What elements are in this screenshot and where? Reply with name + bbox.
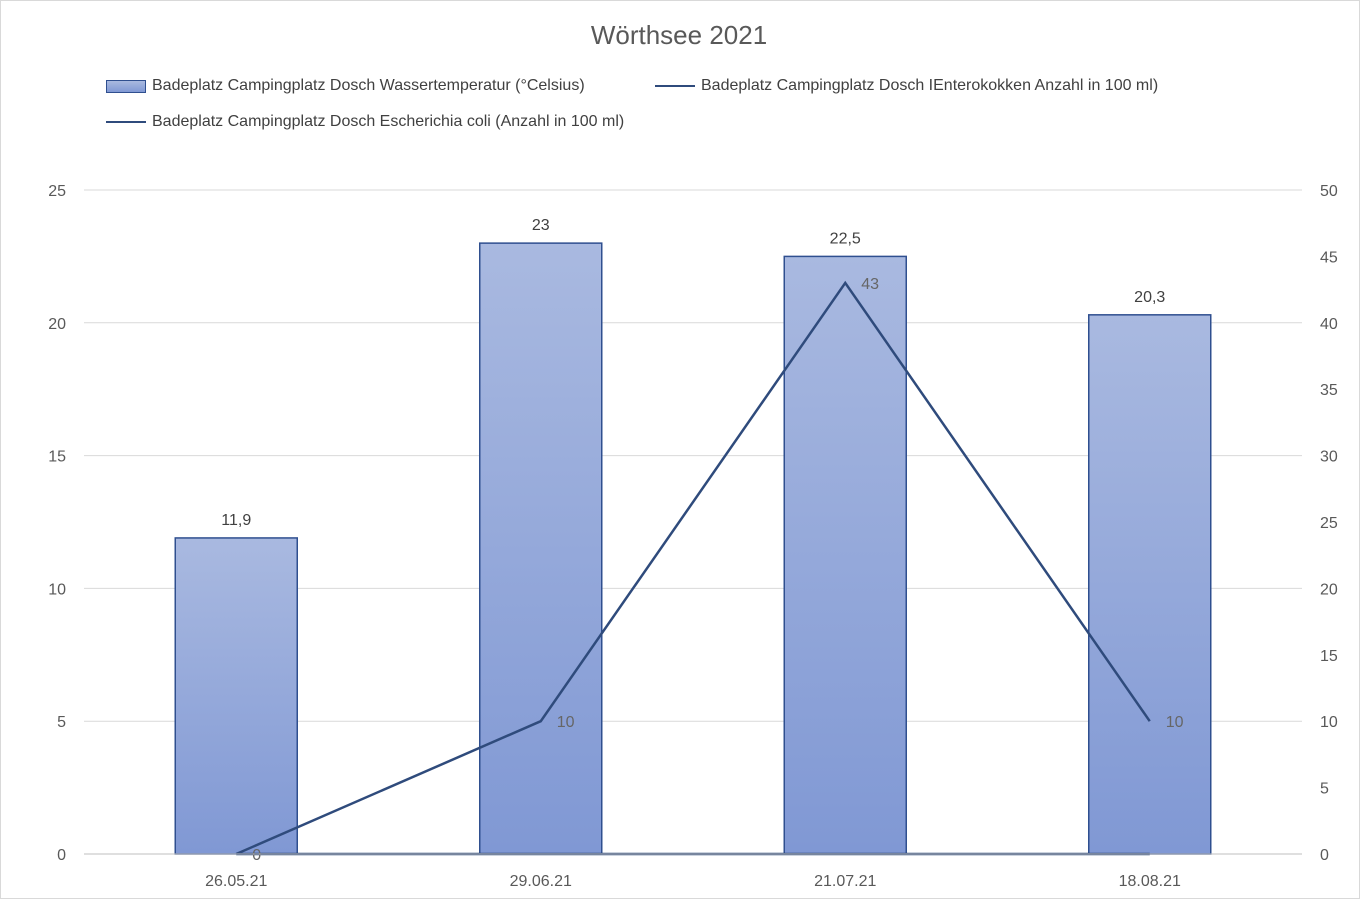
x-tick-label: 18.08.21 bbox=[1119, 873, 1181, 890]
bars bbox=[174, 242, 1212, 855]
y-left-tick-label: 0 bbox=[57, 847, 66, 864]
y-left-tick-label: 15 bbox=[48, 449, 66, 466]
legend-item-ecoli: Badeplatz Campingplatz Dosch Escherichia… bbox=[106, 111, 624, 133]
bar bbox=[174, 537, 298, 855]
y-right-tick-label: 15 bbox=[1320, 648, 1338, 665]
legend-label-enterokokken: Badeplatz Campingplatz Dosch IEnterokokk… bbox=[701, 77, 1159, 94]
legend-swatch-line bbox=[106, 121, 146, 123]
y-left-tick-label: 10 bbox=[48, 581, 66, 598]
y-right-tick-label: 45 bbox=[1320, 249, 1338, 266]
bar-data-label: 22,5 bbox=[830, 230, 861, 247]
series-line-enterokokken bbox=[235, 280, 1151, 856]
y-left-tick-label: 25 bbox=[48, 183, 66, 200]
line-data-label: 43 bbox=[861, 276, 879, 293]
line-data-label: 10 bbox=[557, 714, 575, 731]
y-right-tick-label: 50 bbox=[1320, 183, 1338, 200]
y-right-tick-label: 25 bbox=[1320, 515, 1338, 532]
bar bbox=[1088, 314, 1212, 855]
y-right-tick-label: 5 bbox=[1320, 781, 1329, 798]
bar bbox=[479, 242, 603, 855]
y-right-tick-label: 20 bbox=[1320, 581, 1338, 598]
bar-data-label: 11,9 bbox=[221, 512, 251, 529]
lines bbox=[235, 280, 1151, 856]
chart-title: Wörthsee 2021 bbox=[590, 20, 768, 50]
legend-label-ecoli: Badeplatz Campingplatz Dosch Escherichia… bbox=[152, 113, 625, 130]
legend-label-temperature: Badeplatz Campingplatz Dosch Wassertempe… bbox=[152, 77, 585, 94]
y-right-tick-label: 35 bbox=[1320, 382, 1338, 399]
legend-item-enterokokken: Badeplatz Campingplatz Dosch IEnterokokk… bbox=[655, 75, 1158, 97]
x-tick-label: 29.06.21 bbox=[510, 873, 572, 890]
y-right-tick-label: 0 bbox=[1320, 847, 1329, 864]
y-left-tick-label: 5 bbox=[57, 714, 66, 731]
line-data-label: 0 bbox=[252, 847, 261, 864]
bar-data-label: 20,3 bbox=[1134, 289, 1165, 306]
legend-item-temperature: Badeplatz Campingplatz Dosch Wassertempe… bbox=[106, 75, 585, 97]
axes: 0 5 10 15 20 25 0 5 10 15 20 25 30 35 40 45 50 26.05.21 29… bbox=[48, 183, 1338, 890]
y-left-tick-label: 20 bbox=[48, 316, 66, 333]
line-data-label: 10 bbox=[1166, 714, 1184, 731]
data-labels: 11,9 23 22,5 20,3 0 10 43 10 bbox=[221, 217, 1183, 864]
bar-data-label: 23 bbox=[532, 217, 550, 234]
x-tick-label: 21.07.21 bbox=[814, 873, 876, 890]
bar bbox=[783, 255, 907, 855]
y-right-tick-label: 10 bbox=[1320, 714, 1338, 731]
y-right-tick-label: 40 bbox=[1320, 316, 1338, 333]
y-right-tick-label: 30 bbox=[1320, 449, 1338, 466]
x-tick-label: 26.05.21 bbox=[205, 873, 267, 890]
legend-swatch-bar bbox=[106, 79, 146, 93]
legend-swatch-line bbox=[655, 85, 695, 87]
